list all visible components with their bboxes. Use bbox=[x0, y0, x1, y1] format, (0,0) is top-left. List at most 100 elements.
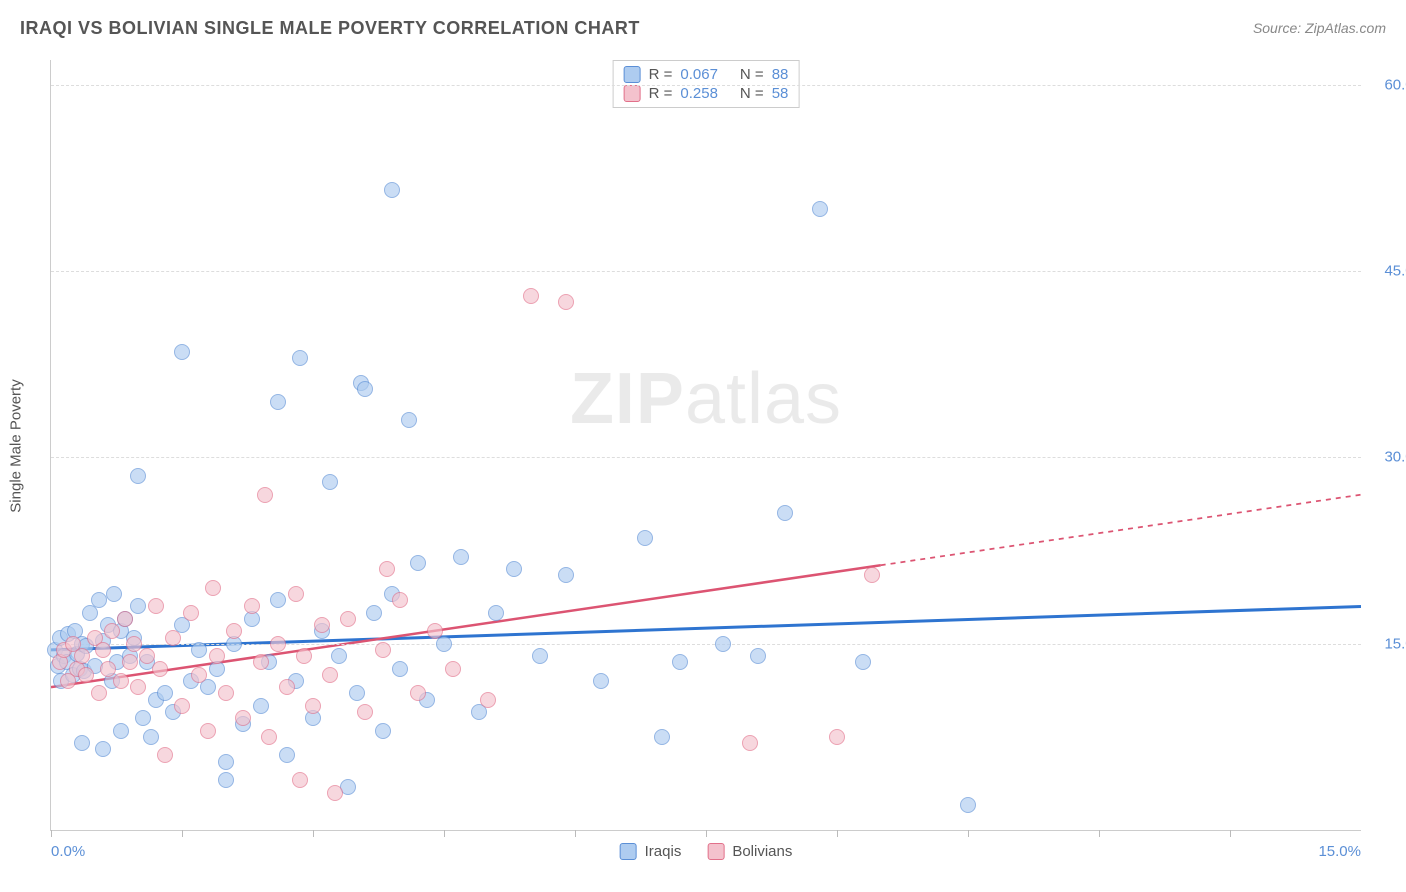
data-point-bolivians bbox=[200, 723, 216, 739]
data-point-bolivians bbox=[74, 648, 90, 664]
data-point-bolivians bbox=[226, 623, 242, 639]
data-point-bolivians bbox=[191, 667, 207, 683]
data-point-iraqis bbox=[384, 182, 400, 198]
grid-line bbox=[51, 457, 1361, 458]
data-point-bolivians bbox=[523, 288, 539, 304]
data-point-iraqis bbox=[532, 648, 548, 664]
legend-stats-row-iraqis: R =0.067N =88 bbox=[624, 65, 789, 84]
data-point-bolivians bbox=[165, 630, 181, 646]
data-point-iraqis bbox=[654, 729, 670, 745]
data-point-bolivians bbox=[113, 673, 129, 689]
legend-swatch-iraqis bbox=[624, 66, 641, 83]
grid-line bbox=[51, 85, 1361, 86]
data-point-bolivians bbox=[117, 611, 133, 627]
data-point-iraqis bbox=[174, 344, 190, 360]
x-axis-min-label: 0.0% bbox=[51, 843, 85, 860]
data-point-bolivians bbox=[288, 586, 304, 602]
data-point-iraqis bbox=[558, 567, 574, 583]
y-tick-label: 60.0% bbox=[1367, 76, 1406, 93]
legend-entry-bolivians: Bolivians bbox=[707, 843, 792, 860]
data-point-bolivians bbox=[379, 561, 395, 577]
data-point-bolivians bbox=[183, 605, 199, 621]
chart-title: IRAQI VS BOLIVIAN SINGLE MALE POVERTY CO… bbox=[20, 18, 640, 39]
data-point-iraqis bbox=[130, 598, 146, 614]
data-point-iraqis bbox=[218, 772, 234, 788]
data-point-iraqis bbox=[855, 654, 871, 670]
data-point-bolivians bbox=[244, 598, 260, 614]
data-point-bolivians bbox=[235, 710, 251, 726]
data-point-bolivians bbox=[558, 294, 574, 310]
source-label: Source: ZipAtlas.com bbox=[1253, 20, 1386, 38]
data-point-iraqis bbox=[410, 555, 426, 571]
data-point-bolivians bbox=[104, 623, 120, 639]
watermark: ZIPatlas bbox=[570, 358, 842, 440]
data-point-bolivians bbox=[327, 785, 343, 801]
x-tick bbox=[575, 830, 576, 837]
legend-entry-iraqis: Iraqis bbox=[620, 843, 682, 860]
data-point-iraqis bbox=[130, 468, 146, 484]
data-point-bolivians bbox=[261, 729, 277, 745]
legend-label-iraqis: Iraqis bbox=[645, 843, 682, 860]
data-point-iraqis bbox=[74, 735, 90, 751]
data-point-bolivians bbox=[91, 685, 107, 701]
data-point-bolivians bbox=[292, 772, 308, 788]
x-tick bbox=[313, 830, 314, 837]
data-point-bolivians bbox=[305, 698, 321, 714]
data-point-iraqis bbox=[637, 530, 653, 546]
data-point-bolivians bbox=[427, 623, 443, 639]
data-point-iraqis bbox=[157, 685, 173, 701]
data-point-iraqis bbox=[279, 747, 295, 763]
data-point-bolivians bbox=[148, 598, 164, 614]
data-point-bolivians bbox=[340, 611, 356, 627]
x-tick bbox=[837, 830, 838, 837]
scatter-chart: ZIPatlas R =0.067N =88R =0.258N =58 0.0%… bbox=[50, 60, 1361, 831]
legend-swatch-bolivians bbox=[707, 843, 724, 860]
data-point-iraqis bbox=[143, 729, 159, 745]
data-point-bolivians bbox=[205, 580, 221, 596]
data-point-iraqis bbox=[191, 642, 207, 658]
data-point-bolivians bbox=[279, 679, 295, 695]
data-point-bolivians bbox=[218, 685, 234, 701]
x-tick bbox=[51, 830, 52, 837]
data-point-bolivians bbox=[742, 735, 758, 751]
trend-line-bolivians-ext bbox=[881, 495, 1361, 566]
data-point-iraqis bbox=[506, 561, 522, 577]
x-tick bbox=[182, 830, 183, 837]
data-point-bolivians bbox=[253, 654, 269, 670]
data-point-iraqis bbox=[960, 797, 976, 813]
data-point-bolivians bbox=[100, 661, 116, 677]
data-point-iraqis bbox=[392, 661, 408, 677]
data-point-bolivians bbox=[357, 704, 373, 720]
data-point-iraqis bbox=[270, 394, 286, 410]
data-point-iraqis bbox=[218, 754, 234, 770]
x-tick bbox=[444, 830, 445, 837]
data-point-iraqis bbox=[812, 201, 828, 217]
data-point-iraqis bbox=[366, 605, 382, 621]
data-point-iraqis bbox=[453, 549, 469, 565]
data-point-iraqis bbox=[135, 710, 151, 726]
data-point-iraqis bbox=[270, 592, 286, 608]
data-point-iraqis bbox=[357, 381, 373, 397]
legend-stats-row-bolivians: R =0.258N =58 bbox=[624, 84, 789, 103]
data-point-bolivians bbox=[122, 654, 138, 670]
data-point-iraqis bbox=[253, 698, 269, 714]
data-point-iraqis bbox=[292, 350, 308, 366]
x-axis-max-label: 15.0% bbox=[1318, 843, 1361, 860]
data-point-iraqis bbox=[672, 654, 688, 670]
data-point-bolivians bbox=[157, 747, 173, 763]
data-point-iraqis bbox=[322, 474, 338, 490]
y-axis-title: Single Male Poverty bbox=[8, 379, 25, 512]
data-point-bolivians bbox=[829, 729, 845, 745]
data-point-bolivians bbox=[864, 567, 880, 583]
data-point-bolivians bbox=[139, 648, 155, 664]
x-tick bbox=[1099, 830, 1100, 837]
data-point-iraqis bbox=[349, 685, 365, 701]
x-tick bbox=[1230, 830, 1231, 837]
data-point-bolivians bbox=[270, 636, 286, 652]
data-point-bolivians bbox=[95, 642, 111, 658]
data-point-iraqis bbox=[593, 673, 609, 689]
data-point-iraqis bbox=[401, 412, 417, 428]
data-point-iraqis bbox=[106, 586, 122, 602]
data-point-bolivians bbox=[257, 487, 273, 503]
data-point-bolivians bbox=[296, 648, 312, 664]
